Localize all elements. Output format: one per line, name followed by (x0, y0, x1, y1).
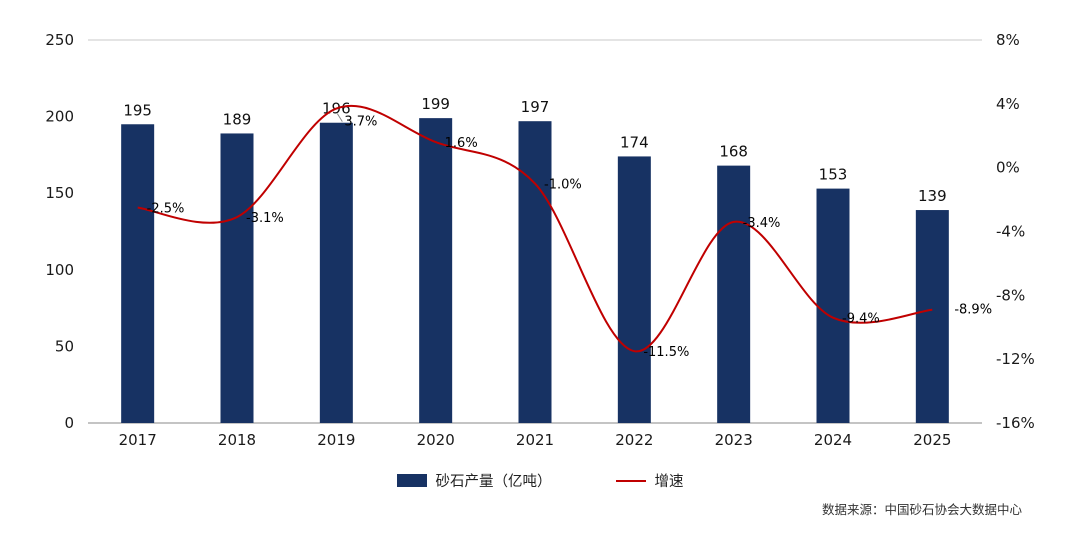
bar-2024 (816, 188, 850, 423)
right-axis-tick: -4% (996, 223, 1025, 241)
x-axis-label: 2023 (715, 431, 753, 449)
right-axis-tick: 0% (996, 159, 1020, 177)
left-axis-tick: 50 (55, 337, 74, 355)
bar-value-label: 153 (819, 166, 848, 184)
right-axis-tick: 4% (996, 95, 1020, 113)
bar-value-label: 139 (918, 187, 947, 205)
legend-item-growth: 增速 (615, 470, 684, 491)
line-point-label: -2.5% (147, 202, 185, 217)
line-point-label: -9.4% (842, 312, 880, 327)
legend-label-growth: 增速 (654, 474, 684, 490)
x-axis-label: 2019 (317, 431, 355, 449)
chart-legend: 砂石产量（亿吨） 增速 (0, 470, 1080, 491)
left-axis-tick: 200 (45, 108, 74, 126)
right-axis-tick: -12% (996, 350, 1035, 368)
line-point-label: -3.4% (743, 216, 781, 231)
line-point-label: 3.7% (344, 115, 377, 130)
x-axis-label: 2018 (218, 431, 256, 449)
left-axis-tick: 250 (45, 31, 74, 49)
line-point-label: -1.0% (544, 178, 582, 193)
x-axis-label: 2024 (814, 431, 852, 449)
legend-label-production: 砂石产量（亿吨） (435, 474, 552, 490)
bar-series-swatch (396, 474, 427, 487)
bar-2025 (915, 210, 949, 423)
line-series-swatch (615, 479, 646, 482)
bar-2022 (617, 156, 651, 423)
combo-chart: 0 50 100 150 200 250 -16% -12% -8% -4% 0% 4% 8% 195 18… (45, 31, 1035, 449)
line-point-label: 1.6% (445, 136, 478, 151)
bar-value-label: 168 (719, 143, 748, 161)
bar-2023 (717, 165, 751, 423)
bar-value-label: 195 (123, 101, 152, 119)
legend-item-production: 砂石产量（亿吨） (396, 470, 552, 491)
right-axis-tick: -16% (996, 414, 1035, 432)
line-point-label: -3.1% (246, 211, 284, 226)
bar-value-label: 197 (521, 98, 550, 116)
left-axis-tick: 0 (64, 414, 74, 432)
x-axis-label: 2022 (615, 431, 653, 449)
x-axis-label: 2017 (119, 431, 157, 449)
left-axis-tick: 150 (45, 184, 74, 202)
bar-value-label: 189 (223, 110, 252, 128)
line-point-label: -11.5% (643, 345, 689, 360)
x-axis-label: 2025 (913, 431, 951, 449)
bar-2019 (319, 122, 353, 423)
x-axis-label: 2021 (516, 431, 554, 449)
growth-line (137, 104, 933, 353)
bar-value-label: 199 (421, 95, 450, 113)
bar-2018 (220, 133, 254, 423)
line-point-label: -8.9% (954, 303, 992, 318)
bar-2020 (419, 118, 453, 423)
x-axis-label: 2020 (417, 431, 455, 449)
bar-2017 (121, 124, 155, 423)
bar-value-label: 174 (620, 133, 649, 151)
right-axis-tick: -8% (996, 286, 1025, 304)
left-axis-tick: 100 (45, 261, 74, 279)
right-axis-tick: 8% (996, 31, 1020, 49)
label-connector (336, 113, 343, 122)
data-source-note: 数据来源：中国砂石协会大数据中心 (821, 502, 1022, 517)
bar-2021 (518, 121, 552, 424)
